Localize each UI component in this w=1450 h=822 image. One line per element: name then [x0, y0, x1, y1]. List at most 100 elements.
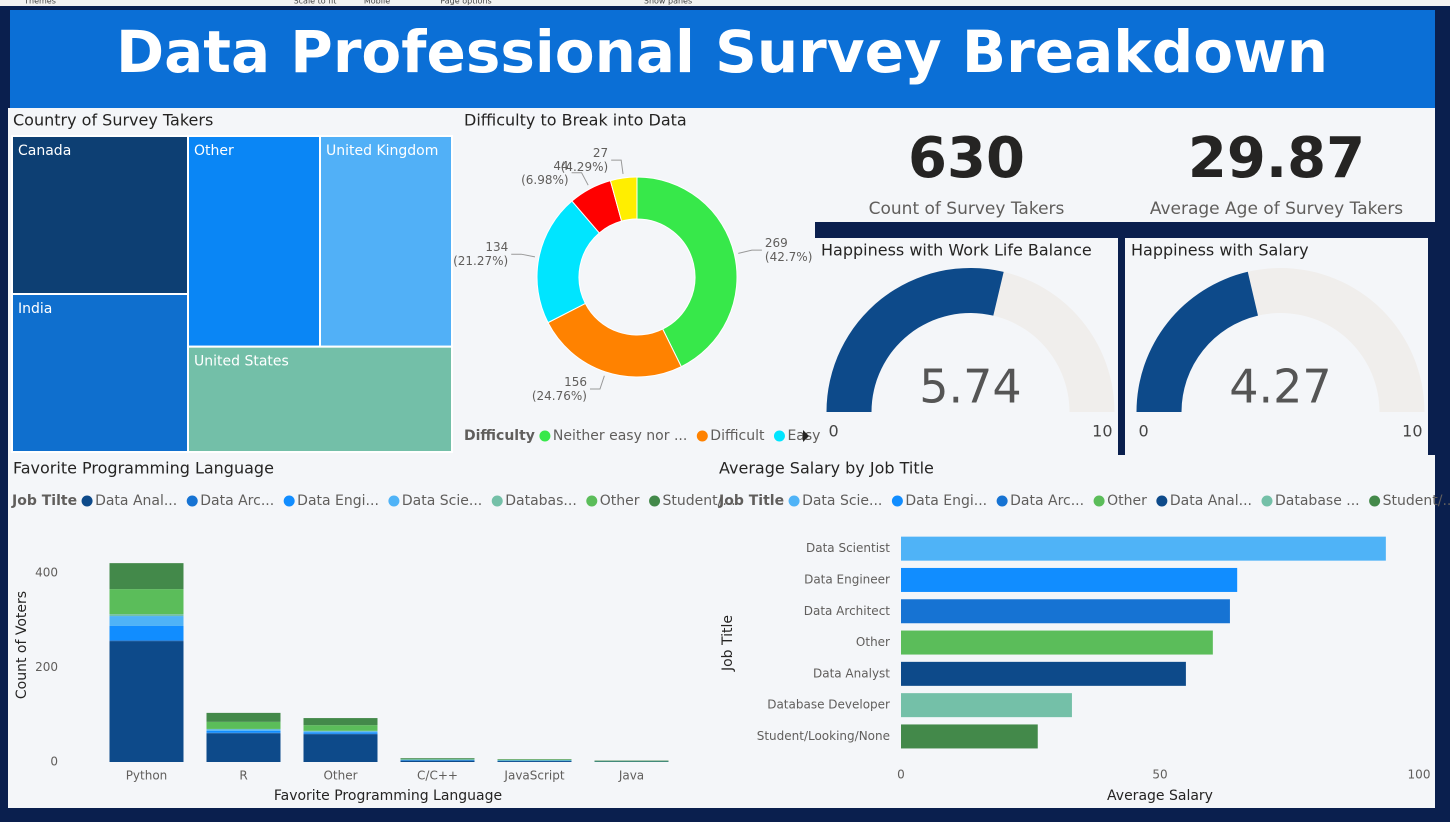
legend-marker	[283, 495, 295, 507]
tile-label: Canada	[18, 143, 71, 159]
legend-marker	[1369, 495, 1381, 507]
treemap-tile	[11, 293, 189, 453]
leader-line	[738, 249, 762, 254]
legend-label: Data Engi...	[905, 493, 987, 509]
legend-label: Data Scie...	[402, 493, 482, 509]
x-tick-label: JavaScript	[503, 769, 564, 783]
x-tick-label: R	[239, 769, 247, 783]
legend-marker	[539, 430, 551, 442]
leader-line	[571, 172, 589, 186]
legend-label: Data Arc...	[200, 493, 274, 509]
y-tick-label: 200	[35, 660, 58, 674]
page-title: Data Professional Survey Breakdown	[116, 18, 1328, 86]
y-axis-title: Job Title	[720, 615, 736, 672]
x-tick-label: Other	[323, 769, 357, 783]
x-axis-title: Average Salary	[1107, 788, 1213, 804]
y-tick-label: Data Analyst	[813, 666, 890, 680]
legend-marker	[186, 495, 198, 507]
ribbon-label: Scale to fit	[294, 0, 337, 6]
x-tick-label: 50	[1152, 768, 1167, 782]
chart-title: Happiness with Salary	[1131, 241, 1309, 260]
bar-segment	[303, 718, 378, 726]
legend-marker	[1156, 495, 1168, 507]
bar-segment	[109, 616, 184, 626]
panel	[815, 108, 1118, 222]
bar-segment	[497, 761, 572, 762]
leader-line	[589, 375, 605, 390]
legend-marker	[996, 495, 1008, 507]
legend-label: Database ...	[1275, 493, 1360, 509]
treemap-tile	[319, 135, 453, 348]
legend-label: Student/...	[1383, 493, 1450, 509]
x-tick-label: C/C++	[417, 769, 458, 783]
chart-title: Difficulty to Break into Data	[464, 111, 687, 130]
legend-label: Data Anal...	[95, 493, 177, 509]
bar-segment	[109, 614, 184, 617]
donut-slice	[609, 176, 638, 222]
bar-segment	[303, 725, 378, 731]
chart-title: Favorite Programming Language	[13, 459, 274, 478]
donut-slice	[636, 176, 738, 368]
bar	[901, 661, 1186, 686]
bar-segment	[303, 731, 378, 733]
data-label: 27 (4.29%)	[561, 146, 608, 174]
tile-label: Other	[194, 143, 234, 159]
legend-marker	[891, 495, 903, 507]
legend-marker	[773, 430, 785, 442]
y-tick-label: 0	[50, 755, 58, 769]
bar	[901, 693, 1072, 718]
bar-segment	[109, 640, 184, 642]
legend-marker	[81, 495, 93, 507]
tile-label: India	[18, 301, 52, 317]
bar-segment	[109, 641, 184, 762]
bar-segment	[206, 712, 281, 722]
gauge-value-label: 4.27	[1229, 360, 1331, 414]
tile-label: United Kingdom	[326, 143, 438, 159]
legend-title: Job Title	[718, 493, 784, 509]
legend-label: Data Engi...	[297, 493, 379, 509]
data-label: 269 (42.7%)	[765, 236, 812, 264]
data-label: 44 (6.98%)	[521, 158, 568, 186]
x-tick-label: 0	[897, 768, 905, 782]
legend-marker	[586, 495, 598, 507]
treemap-tile	[187, 345, 453, 453]
legend-marker	[649, 495, 661, 507]
bar-segment	[109, 563, 184, 590]
legend-title: Difficulty	[464, 428, 535, 444]
x-tick-label: Python	[126, 769, 168, 783]
y-tick-label: Database Developer	[767, 698, 890, 712]
header	[10, 10, 1435, 108]
gauge-min: 0	[1139, 422, 1149, 441]
gauge-min: 0	[829, 422, 839, 441]
legend-label: Other	[600, 493, 640, 509]
x-axis-title: Favorite Programming Language	[274, 788, 502, 804]
y-tick-label: Other	[856, 635, 890, 649]
card-value: 29.87	[1188, 126, 1365, 191]
legend-arrow	[803, 430, 809, 442]
legend-marker	[491, 495, 503, 507]
x-tick-label: Java	[618, 769, 644, 783]
ribbon-label: Themes	[23, 0, 56, 6]
legend-marker	[696, 430, 708, 442]
legend-label: Data Anal...	[1170, 493, 1252, 509]
card-value: 630	[908, 126, 1025, 191]
bar-segment	[303, 734, 378, 762]
legend-marker	[1261, 495, 1273, 507]
y-tick-label: Data Architect	[804, 604, 891, 618]
gauge-max: 10	[1402, 422, 1422, 441]
legend-marker	[1093, 495, 1105, 507]
card-label: Count of Survey Takers	[869, 199, 1065, 219]
bar	[901, 630, 1213, 655]
leader-line	[511, 253, 536, 258]
ribbon-label: Mobile	[364, 0, 390, 6]
tile-label: United States	[194, 354, 289, 370]
gauge-value	[826, 267, 1004, 412]
bar-segment	[303, 732, 378, 734]
legend-label: Difficult	[710, 428, 765, 444]
y-tick-label: Data Scientist	[806, 541, 890, 555]
legend-label: Data Scie...	[802, 493, 882, 509]
legend-marker	[788, 495, 800, 507]
bar	[901, 724, 1038, 749]
treemap-tile	[187, 135, 321, 348]
